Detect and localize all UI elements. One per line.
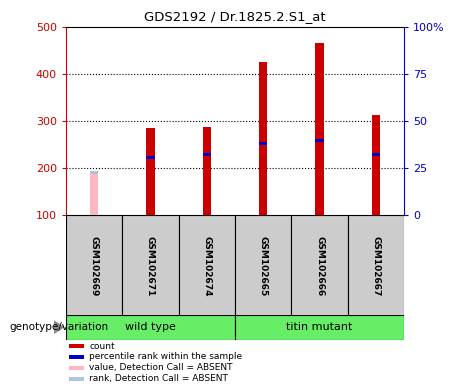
Text: rank, Detection Call = ABSENT: rank, Detection Call = ABSENT [89, 374, 228, 383]
Text: GSM102665: GSM102665 [258, 236, 268, 296]
Text: wild type: wild type [125, 322, 176, 333]
Bar [70, 355, 84, 359]
Polygon shape [54, 320, 64, 334]
Bar [315, 43, 324, 215]
Text: count: count [89, 342, 115, 351]
Bar [348, 215, 404, 317]
Text: GSM102674: GSM102674 [202, 236, 212, 296]
Text: GDS2192 / Dr.1825.2.S1_at: GDS2192 / Dr.1825.2.S1_at [144, 10, 326, 23]
Bar [372, 154, 380, 156]
Bar [259, 142, 267, 145]
Bar [235, 315, 404, 340]
Text: GSM102671: GSM102671 [146, 236, 155, 296]
Bar [315, 139, 324, 142]
Text: GSM102669: GSM102669 [89, 236, 99, 296]
Bar [70, 344, 84, 348]
Text: GSM102667: GSM102667 [371, 236, 381, 296]
Bar [259, 62, 267, 215]
Bar [203, 127, 211, 215]
Bar [66, 315, 235, 340]
Bar [66, 215, 122, 317]
Bar [372, 115, 380, 215]
Bar [291, 215, 348, 317]
Bar [146, 156, 155, 159]
Bar [179, 215, 235, 317]
Bar [203, 154, 211, 156]
Text: genotype/variation: genotype/variation [9, 322, 109, 332]
Bar [90, 173, 98, 215]
Bar [235, 215, 291, 317]
Text: GSM102666: GSM102666 [315, 236, 324, 296]
Bar [70, 366, 84, 370]
Bar [122, 215, 179, 317]
Text: percentile rank within the sample: percentile rank within the sample [89, 353, 243, 361]
Text: value, Detection Call = ABSENT: value, Detection Call = ABSENT [89, 363, 233, 372]
Bar [90, 171, 98, 174]
Text: titin mutant: titin mutant [286, 322, 353, 333]
Bar [70, 377, 84, 381]
Bar [146, 128, 155, 215]
